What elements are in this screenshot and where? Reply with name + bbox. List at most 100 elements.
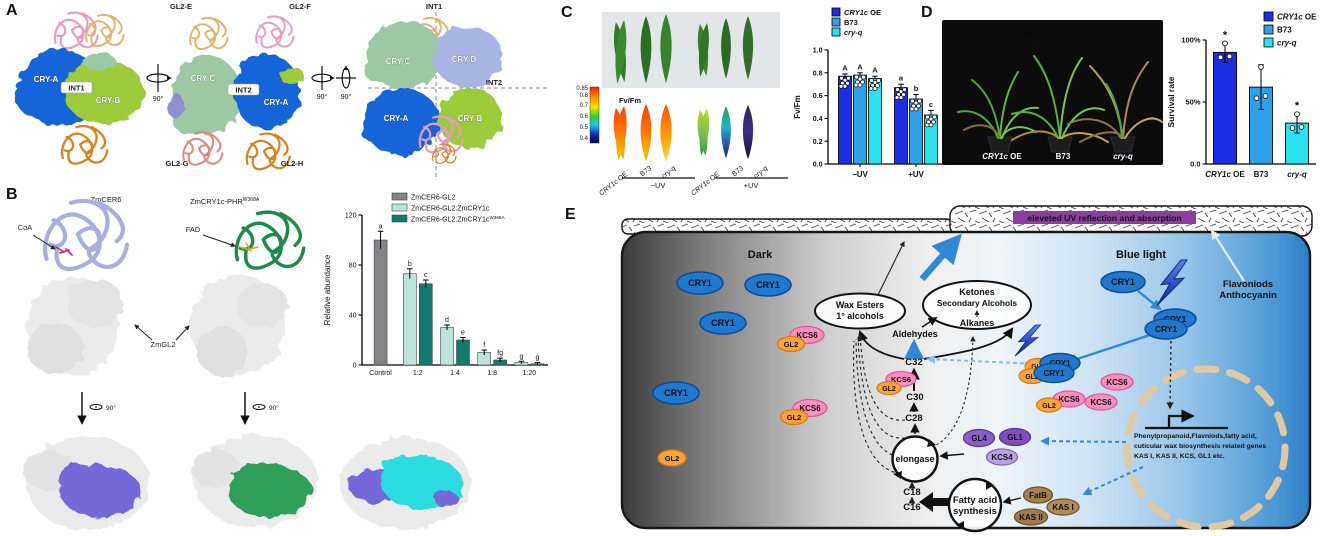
complex-to-c32-arrow (926, 354, 1039, 365)
rotate-down-arrow-1: 90° (77, 392, 116, 425)
y-tick-label: 0.0 (1190, 160, 1200, 169)
x-tick-label: 1:4 (450, 370, 460, 377)
rotation-angle: 90° (106, 404, 116, 412)
cry1-oval: CRY1 (756, 280, 780, 290)
ketones-text: Ketones (959, 287, 995, 297)
dimer-to-complex-arrow (1065, 333, 1151, 365)
legend-label: cry-q (1277, 39, 1297, 48)
zmgl2-label: ZmGL2 (150, 340, 175, 349)
data-point (894, 95, 900, 100)
gl2-oval: GL2 (784, 340, 799, 349)
label-italic: CRY1c (844, 8, 869, 17)
panel-e-diagram: eleveted UV reflection and absorption Da… (620, 205, 1313, 533)
plant-cry1c-oe (957, 71, 1039, 153)
label-normal: OE (868, 8, 881, 17)
data-point (924, 122, 930, 128)
data-point (875, 83, 880, 88)
data-point (898, 95, 904, 100)
legend-main: ZmCER6-GL2:ZmCRY1c (411, 206, 490, 213)
c30-text: C30 (906, 392, 923, 403)
cry1-oval: CRY1 (1155, 324, 1178, 334)
x-tick-label: 1:20 (523, 370, 537, 377)
cry-c-label: CRY-C (386, 57, 411, 66)
cry1-oval: CRY1 (1164, 314, 1187, 324)
coa-ligand (55, 246, 73, 256)
gene-text-1: Phenylpropanoid,Flavniods,fatty acid, (1134, 433, 1257, 440)
y-tick-label: 0.2 (813, 139, 823, 146)
int1-label: INT1 (426, 2, 442, 11)
sig-letter: c (929, 100, 933, 109)
bar (403, 273, 417, 366)
int1-box (60, 81, 93, 94)
plant-cry-q (1067, 61, 1163, 153)
kcs6-oval: KCS6 (799, 404, 821, 413)
data-point (861, 74, 866, 80)
int2-box (227, 83, 260, 96)
data-point (925, 114, 930, 120)
label-normal: OE (1303, 13, 1317, 22)
bar (868, 78, 882, 165)
dimer-to-gene-arrow (1166, 340, 1174, 410)
legend-main: ZmCER6-GL2:ZmCRY1c (411, 217, 490, 224)
structure-octamer-top-view: INT1 CRY-C CRY-D INT2 CRY-A CRY-B (361, 2, 548, 178)
rotation-angle: 90° (341, 93, 352, 101)
gene-text-3: KAS I, KAS II, KCS, GL1 etc. (1134, 453, 1225, 460)
data-point (932, 114, 937, 120)
label-italic: cry-q (1113, 152, 1133, 161)
legend-swatch (1263, 11, 1274, 22)
gl2-oval: GL2 (1025, 374, 1039, 381)
cry-d-label: CRY-D (452, 55, 477, 64)
zmgl2-arrow-left (134, 324, 153, 341)
data-point (872, 80, 878, 85)
data-point (854, 74, 859, 80)
fad-label: FAD (186, 225, 201, 234)
rotation-icon-2: 90° 90° (311, 65, 356, 101)
int2-label: INT2 (235, 86, 251, 95)
photo-label-cry1c-oe: CRY1c OE (982, 152, 1022, 161)
aldehydes-text: Aldehydes (892, 329, 938, 339)
label-normal: OE (1231, 170, 1245, 179)
cry-c-label: CRY-C (191, 74, 216, 83)
plus-uv-photo-label: +UV (1023, 38, 1043, 49)
y-tick-label: 1.0 (813, 48, 823, 55)
genotype-label: B73 (731, 165, 745, 178)
y-tick-label: 0.0 (813, 162, 823, 169)
data-point (916, 103, 921, 109)
structure-octamer-side-view: CRY-A INT1 CRY-B (16, 11, 144, 166)
cry-a-label: CRY-A (264, 98, 289, 107)
gl2-h-label: GL2-H (281, 159, 304, 168)
scale-tick: 0.5 (580, 125, 589, 131)
rotation-angle: 90° (317, 93, 328, 101)
data-point (901, 92, 906, 97)
y-tick-label: 0.4 (813, 116, 823, 123)
fad-arrow (202, 234, 236, 248)
wax-esters-oval (814, 292, 906, 330)
genotype-label: CRY1c OE (598, 171, 629, 198)
legend-label: ZmCER6-GL2:ZmCRY1c (411, 206, 490, 213)
data-point (917, 98, 922, 104)
x-tick-label: Control (369, 370, 392, 377)
rotation-angle: 90° (269, 404, 279, 412)
rotate-down-arrow-2: 90° (240, 392, 279, 425)
transcription-start-arrow (1167, 409, 1195, 428)
scale-tick: 0.7 (580, 103, 589, 109)
data-point (838, 83, 844, 89)
kcs6-oval: KCS6 (1058, 395, 1080, 404)
primary-alcohols-text: 1° alcohols (836, 311, 884, 321)
data-point (1253, 95, 1260, 102)
gl-to-elongase-arrow (939, 451, 965, 460)
data-point (1294, 111, 1300, 117)
panel-b-structures: ZmCER6 CoA ZmCRY1c-PHRW368A FAD ZmGL2 90… (18, 195, 471, 530)
fa-to-chain-thick-arrow (919, 492, 949, 512)
c16-text: C16 (903, 502, 920, 513)
sig-letter: e (461, 330, 465, 337)
legend-swatch (1263, 37, 1274, 48)
cry-b-label: CRY-B (96, 96, 121, 105)
cry1-oval: CRY1 (1043, 369, 1065, 378)
genotype-label: B73 (639, 165, 653, 178)
legend-swatch (831, 27, 841, 37)
cry1-activation-arrow (1137, 290, 1162, 311)
wax-to-cuticle-arrow (877, 241, 905, 296)
fvfm-false-color-leaves (613, 104, 754, 162)
